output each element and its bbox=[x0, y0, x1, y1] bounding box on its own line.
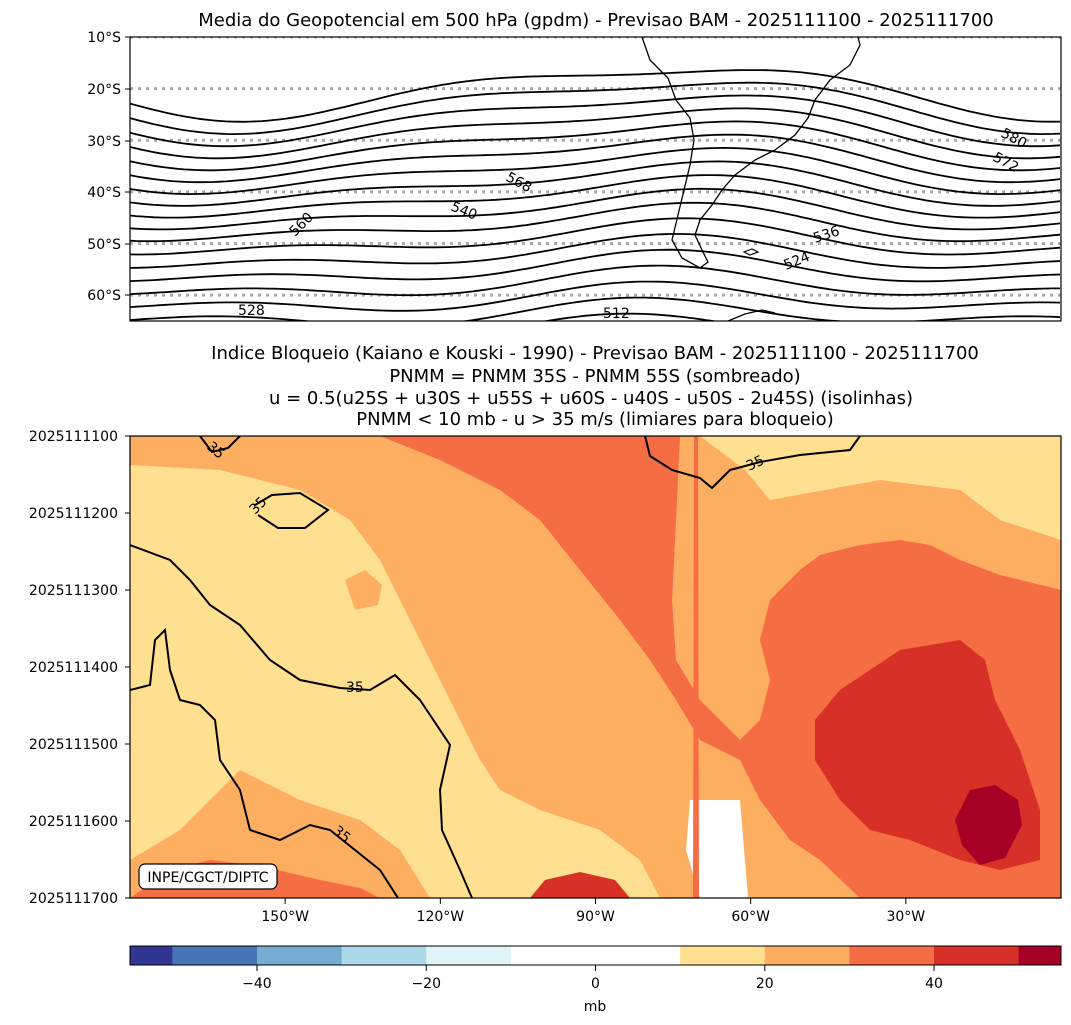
time-tick-label: 2025111600 bbox=[29, 814, 118, 830]
credit-box: INPE/CGCT/DIPTC bbox=[138, 863, 278, 890]
geopotential-contour bbox=[130, 160, 1061, 207]
south-america-coastline bbox=[641, 37, 861, 269]
lat-tick-label: 50°S bbox=[87, 237, 121, 253]
wind-isolines bbox=[130, 436, 861, 898]
time-tick-label: 2025111500 bbox=[29, 737, 118, 753]
geopotential-contour-labels: 580 572 568 560 540 536 528 524 512 bbox=[238, 125, 1029, 322]
lat-tick-label: 60°S bbox=[87, 288, 121, 304]
colorbar-ticks: −40 −20 0 20 40 bbox=[242, 965, 943, 992]
filled-contour-40-50-south bbox=[530, 872, 630, 898]
isoline-label: 35 bbox=[346, 680, 364, 696]
colorbar-tick-label: 0 bbox=[591, 976, 600, 992]
falklands-coastline bbox=[742, 248, 760, 256]
wind-isoline bbox=[254, 491, 330, 529]
geopotential-contour bbox=[130, 146, 1061, 196]
colorbar-label: mb bbox=[584, 999, 607, 1015]
colorbar-segment bbox=[172, 946, 258, 965]
colorbar-segment bbox=[256, 946, 343, 965]
lon-tick-label: 30°W bbox=[886, 909, 925, 925]
lon-tick-label: 150°W bbox=[261, 909, 309, 925]
geopotential-map: 580 572 568 560 540 536 528 524 512 bbox=[130, 37, 1061, 322]
geopotential-contour bbox=[130, 296, 1061, 321]
lat-tick-label: 20°S bbox=[87, 82, 121, 98]
colorbar-segment bbox=[130, 946, 173, 965]
lat-tick-label: 40°S bbox=[87, 185, 121, 201]
map-title: Media do Geopotencial em 500 hPa (gpdm) … bbox=[198, 10, 994, 31]
dateline-artifact bbox=[693, 436, 699, 898]
geopotential-contour bbox=[130, 201, 1061, 243]
credit-text: INPE/CGCT/DIPTC bbox=[147, 870, 268, 886]
geopotential-contours bbox=[130, 69, 1061, 321]
geopotential-contour bbox=[130, 81, 1061, 136]
filled-contour-50-plus bbox=[955, 785, 1022, 865]
antarctic-peninsula-coastline bbox=[727, 309, 776, 321]
colorbar-tick-label: 20 bbox=[756, 976, 774, 992]
colorbar-segment bbox=[426, 946, 512, 965]
blocking-title-line: PNMM = PNMM 35S - PNMM 55S (sombreado) bbox=[389, 366, 800, 387]
geopotential-contour bbox=[130, 233, 1061, 269]
map-frame bbox=[129, 36, 1062, 322]
colorbar-segment bbox=[764, 946, 850, 965]
blocking-index-plot: 35 35 35 35 35 INPE/CGCT/DIPTC bbox=[130, 436, 1061, 898]
geopotential-contour bbox=[541, 312, 719, 321]
latitude-gridlines bbox=[130, 37, 1061, 297]
lon-tick-label: 60°W bbox=[731, 909, 770, 925]
orange-pocket bbox=[345, 570, 382, 610]
lat-tick-label: 30°S bbox=[87, 134, 121, 150]
geopotential-contour bbox=[130, 248, 1061, 283]
time-tick-label: 2025111300 bbox=[29, 583, 118, 599]
geopotential-contour bbox=[130, 280, 1061, 312]
geopotential-contour bbox=[130, 120, 1061, 172]
geopotential-contour bbox=[130, 69, 1061, 123]
colorbar-tick-label: 40 bbox=[925, 976, 943, 992]
geopotential-contour bbox=[130, 217, 1061, 256]
geopotential-contour bbox=[130, 174, 1061, 219]
contour-label: 528 bbox=[238, 303, 265, 319]
contour-label: 536 bbox=[811, 223, 841, 247]
blocking-title-line: PNMM < 10 mb - u > 35 m/s (limiares para… bbox=[356, 409, 833, 430]
lon-tick-label: 90°W bbox=[576, 909, 615, 925]
wind-isoline bbox=[199, 436, 241, 454]
colorbar bbox=[130, 946, 1062, 965]
geopotential-contour bbox=[130, 133, 1061, 184]
colorbar-segment bbox=[680, 946, 766, 965]
time-axis: 2025111100 2025111200 2025111300 2025111… bbox=[29, 429, 130, 907]
colorbar-segment bbox=[849, 946, 935, 965]
white-pocket bbox=[686, 800, 748, 898]
blocking-index-title: Indice Bloqueio (Kaiano e Kouski - 1990)… bbox=[211, 343, 979, 430]
colorbar-segment bbox=[341, 946, 427, 965]
lat-tick-label: 10°S bbox=[87, 30, 121, 46]
time-tick-label: 2025111400 bbox=[29, 660, 118, 676]
isoline-label: 35 bbox=[744, 453, 767, 475]
lon-tick-label: 120°W bbox=[417, 909, 465, 925]
wind-isoline bbox=[644, 436, 861, 490]
colorbar-segment bbox=[510, 946, 681, 965]
colorbar-segment bbox=[1018, 946, 1062, 965]
blocking-title-line: Indice Bloqueio (Kaiano e Kouski - 1990)… bbox=[211, 343, 979, 364]
time-tick-label: 2025111200 bbox=[29, 506, 118, 522]
map-latitude-ticks: 10°S 20°S 30°S 40°S 50°S 60°S bbox=[87, 30, 130, 304]
time-tick-label: 2025111100 bbox=[29, 429, 118, 445]
geopotential-contour bbox=[130, 187, 1061, 231]
time-tick-label: 2025111700 bbox=[29, 891, 118, 907]
geopotential-contour bbox=[130, 264, 1060, 297]
colorbar-segment bbox=[934, 946, 1020, 965]
wind-isoline bbox=[130, 627, 399, 898]
colorbar-tick-label: −20 bbox=[411, 976, 441, 992]
colorbar-tick-label: −40 bbox=[242, 976, 272, 992]
geopotential-contour bbox=[130, 94, 1061, 148]
wind-isoline bbox=[130, 544, 473, 898]
geopotential-contour bbox=[130, 107, 1061, 160]
longitude-axis: 150°W 120°W 90°W 60°W 30°W bbox=[261, 898, 925, 925]
blocking-title-line: u = 0.5(u25S + u30S + u55S + u60S - u40S… bbox=[269, 388, 913, 409]
contour-label: 512 bbox=[603, 306, 630, 322]
